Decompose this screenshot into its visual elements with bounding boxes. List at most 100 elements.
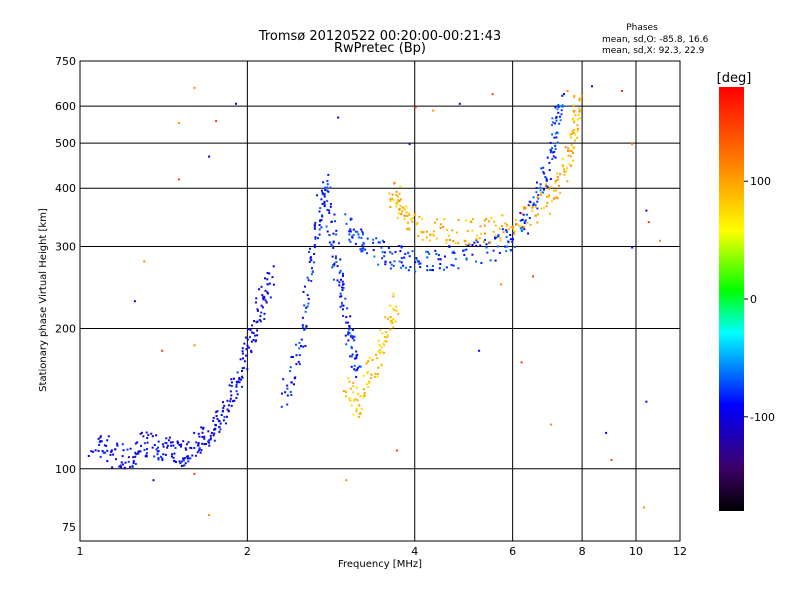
scatter-point: [476, 241, 479, 244]
scatter-point: [341, 304, 344, 307]
scatter-point: [214, 427, 217, 430]
scatter-point: [212, 419, 215, 422]
scatter-point: [478, 349, 481, 352]
scatter-point: [256, 320, 259, 323]
scatter-point: [235, 383, 238, 386]
scatter-point: [238, 377, 241, 379]
scatter-point: [492, 230, 495, 233]
scatter-point: [263, 295, 266, 298]
scatter-point: [157, 446, 159, 449]
scatter-point: [170, 455, 173, 458]
scatter-point: [536, 196, 539, 199]
scatter-point: [432, 269, 434, 272]
scatter-point: [359, 365, 362, 368]
scatter-point: [495, 236, 498, 239]
scatter-point: [389, 267, 392, 270]
scatter-point: [106, 460, 109, 463]
scatter-point: [241, 370, 243, 372]
scatter-point: [559, 105, 562, 108]
scatter-point: [436, 218, 438, 221]
scatter-point: [505, 235, 508, 238]
scatter-point: [99, 440, 102, 442]
scatter-point: [171, 441, 174, 444]
scatter-point: [120, 466, 123, 469]
scatter-point: [445, 228, 448, 231]
scatter-point: [573, 128, 576, 131]
phases-title: Phases: [626, 23, 658, 33]
scatter-point: [189, 457, 192, 460]
scatter-point: [394, 251, 397, 253]
scatter-point: [536, 200, 539, 203]
scatter-point: [349, 397, 351, 400]
scatter-point: [318, 224, 321, 226]
scatter-point: [547, 186, 550, 189]
scatter-point: [378, 349, 381, 352]
scatter-point: [345, 395, 347, 398]
scatter-point: [549, 141, 552, 144]
scatter-point: [246, 368, 249, 371]
scatter-point: [485, 217, 488, 220]
scatter-point: [351, 353, 354, 356]
scatter-point: [326, 208, 329, 211]
scatter-point: [540, 207, 543, 210]
scatter-point: [146, 441, 149, 444]
scatter-point: [366, 370, 369, 373]
scatter-point: [399, 198, 402, 201]
scatter-point: [407, 221, 409, 224]
scatter-point: [350, 365, 353, 368]
scatter-point: [554, 132, 557, 135]
scatter-point: [402, 206, 405, 209]
scatter-point: [222, 419, 225, 422]
scatter-point: [553, 136, 556, 139]
scatter-point: [205, 443, 207, 445]
scatter-point: [177, 121, 180, 124]
scatter-point: [395, 449, 398, 452]
scatter-point: [478, 237, 481, 240]
scatter-point: [389, 319, 392, 322]
scatter-point: [184, 462, 187, 465]
scatter-point: [499, 239, 502, 242]
scatter-point: [403, 256, 406, 259]
scatter-point: [553, 189, 555, 192]
scatter-point: [135, 453, 138, 456]
scatter-point: [389, 304, 392, 307]
scatter-point: [324, 188, 327, 191]
scatter-point: [556, 172, 558, 175]
scatter-point: [362, 241, 365, 244]
scatter-point: [252, 339, 255, 341]
scatter-point: [552, 151, 554, 154]
plot-area: [80, 61, 680, 541]
scatter-point: [179, 462, 182, 465]
scatter-point: [321, 215, 324, 218]
scatter-point: [560, 109, 563, 112]
scatter-point: [555, 117, 558, 119]
scatter-point: [551, 147, 553, 150]
scatter-point: [304, 285, 306, 288]
chart-title: Tromsø 20120522 00:20:00-00:21:43: [258, 29, 501, 44]
scatter-point: [339, 305, 342, 308]
scatter-point: [173, 452, 176, 455]
scatter-point: [381, 350, 384, 353]
scatter-point: [355, 350, 358, 353]
scatter-point: [213, 439, 216, 442]
scatter-point: [512, 238, 514, 241]
scatter-point: [362, 247, 365, 250]
scatter-point: [330, 220, 333, 223]
scatter-point: [289, 370, 292, 373]
scatter-point: [256, 309, 259, 312]
scatter-point: [372, 249, 375, 252]
scatter-point: [445, 241, 448, 244]
scatter-point: [164, 453, 167, 456]
scatter-point: [557, 104, 560, 107]
scatter-point: [563, 170, 566, 173]
scatter-point: [563, 173, 566, 176]
scatter-point: [322, 181, 325, 184]
scatter-point: [142, 435, 145, 438]
scatter-point: [524, 220, 526, 223]
scatter-point: [515, 219, 517, 221]
scatter-point: [256, 329, 259, 332]
scatter-point: [129, 447, 132, 450]
scatter-point: [572, 152, 574, 154]
scatter-point: [425, 230, 428, 233]
scatter-point: [140, 444, 142, 447]
